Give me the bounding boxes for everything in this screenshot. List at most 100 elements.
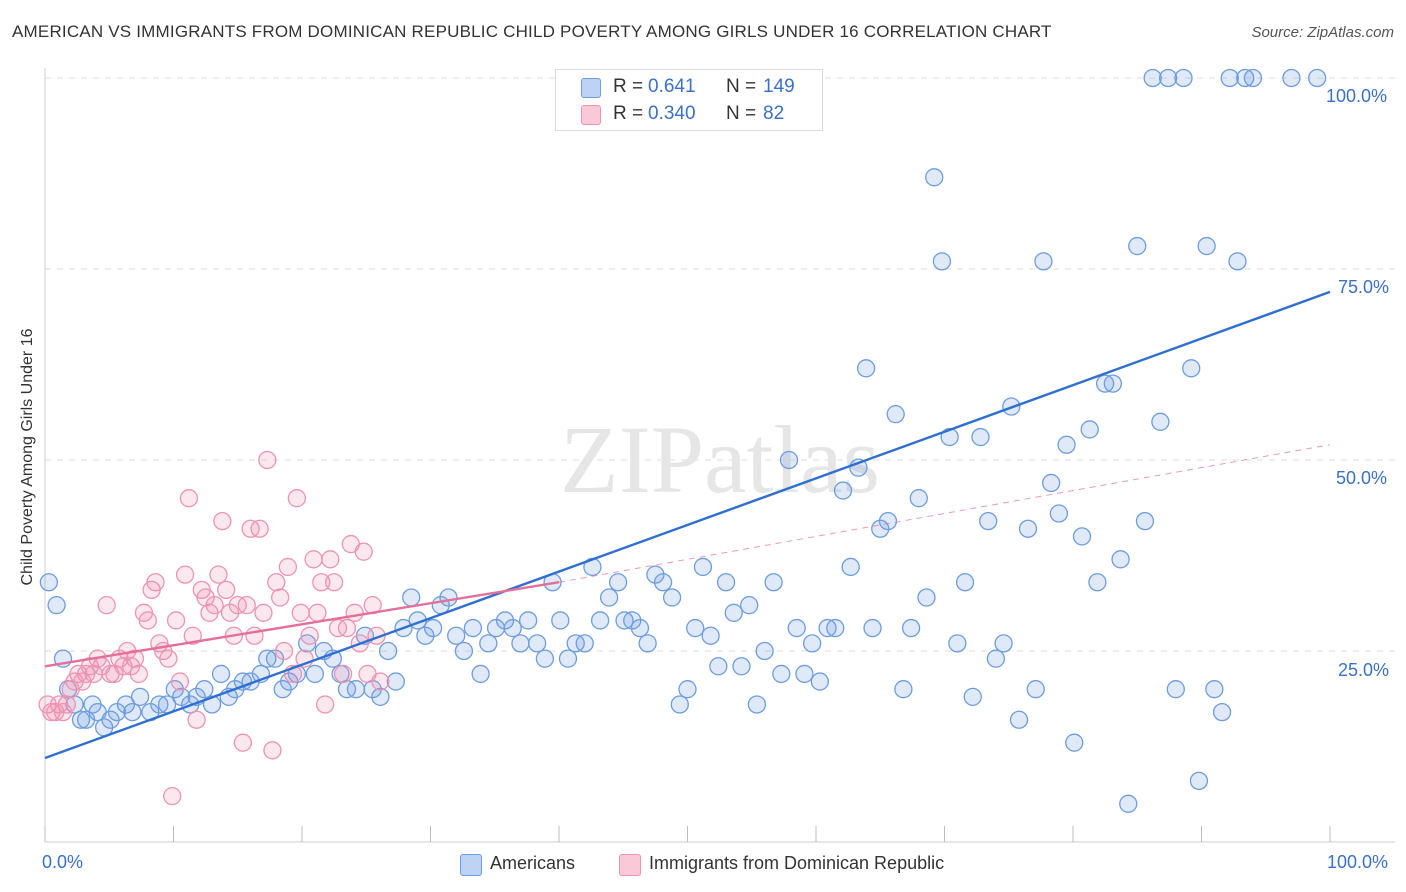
americans-point	[994, 634, 1013, 653]
americans-point	[1095, 374, 1115, 393]
americans-point	[1189, 771, 1209, 791]
americans-point	[747, 695, 767, 714]
americans-point	[653, 573, 673, 592]
chart-title: AMERICAN VS IMMIGRANTS FROM DOMINICAN RE…	[12, 22, 1052, 41]
americans-point	[623, 611, 642, 630]
americans-point	[615, 611, 634, 630]
y-axis-label: Child Poverty Among Girls Under 16	[19, 328, 36, 586]
americans-point	[732, 657, 751, 676]
americans-point	[1220, 68, 1239, 88]
n-label: N =	[726, 103, 757, 124]
americans-point	[787, 618, 806, 638]
americans-point	[802, 634, 822, 653]
americans-point	[1119, 794, 1138, 813]
americans-point	[886, 405, 905, 424]
americans-point	[701, 626, 720, 645]
americans-point	[1205, 680, 1224, 699]
americans-point	[894, 680, 913, 699]
y-tick-label: 100.0%	[1326, 86, 1388, 106]
americans-point	[1111, 550, 1130, 569]
americans-point	[932, 252, 952, 271]
americans-point	[1174, 68, 1193, 88]
dominican-point	[175, 565, 195, 584]
americans-point	[963, 687, 982, 706]
dominican-point	[287, 489, 307, 508]
dominican-points	[38, 450, 390, 806]
americans-point	[575, 634, 594, 653]
americans-point	[130, 687, 150, 706]
americans-point	[1128, 236, 1147, 256]
americans-point	[724, 603, 743, 622]
dominican-point	[271, 588, 290, 607]
americans-point	[810, 672, 830, 691]
dominican-point	[321, 550, 340, 569]
americans-point	[878, 511, 898, 531]
americans-point	[599, 588, 619, 607]
americans-point	[709, 657, 728, 676]
dominican-point	[146, 573, 165, 592]
dominican-point	[250, 519, 269, 538]
americans-point	[917, 588, 936, 607]
americans-point	[662, 588, 682, 607]
americans-point	[1057, 435, 1076, 454]
americans-point	[47, 596, 66, 615]
americans-point	[346, 680, 366, 699]
americans-point	[678, 680, 697, 699]
americans-point	[646, 565, 665, 584]
dominican-point	[205, 596, 224, 615]
trend-lines	[44, 290, 1331, 760]
americans-point	[1158, 68, 1178, 88]
dominican-point	[209, 565, 228, 584]
dominican-point	[179, 489, 199, 508]
americans-point	[979, 511, 998, 531]
americans-point	[764, 573, 783, 592]
r-label: R =	[613, 103, 644, 124]
americans-point	[693, 557, 713, 577]
americans-point	[447, 626, 466, 645]
dominican-point	[245, 626, 264, 645]
dominican-point	[254, 603, 273, 622]
americans-point	[795, 664, 814, 684]
americans-point	[123, 702, 142, 722]
americans-point	[638, 634, 657, 653]
dominican-point	[166, 611, 186, 630]
americans-point	[1026, 680, 1045, 699]
americans-point	[535, 649, 555, 668]
legend-item-dominican[interactable]: Immigrants from Dominican Republic	[619, 852, 999, 876]
americans-point	[71, 710, 91, 729]
americans-point	[1182, 359, 1201, 378]
dominican-point	[337, 618, 357, 638]
r-value: 0.641	[648, 76, 696, 97]
americans-point	[608, 573, 628, 592]
americans-point	[1151, 412, 1170, 431]
americans-point	[986, 649, 1006, 668]
americans-point	[948, 634, 967, 653]
dominican-swatch	[581, 105, 601, 125]
dominican-point	[170, 672, 190, 691]
americans-point	[755, 641, 774, 661]
americans-point	[1049, 504, 1069, 523]
dominican-point	[213, 511, 232, 531]
americans-point	[1197, 236, 1216, 256]
dominican-point	[237, 596, 256, 615]
americans-point	[1135, 511, 1155, 531]
correlation-legend: R = 0.641 N = 149 R = 0.340 N = 82	[555, 69, 823, 131]
americans-point	[202, 695, 222, 714]
americans-point	[1042, 473, 1061, 493]
americans-point	[670, 695, 689, 714]
americans-point	[416, 626, 435, 645]
dominican-trend-extension	[558, 444, 1331, 583]
n-value: 149	[763, 76, 795, 97]
americans-point	[901, 618, 921, 638]
americans-point	[495, 611, 515, 630]
legend-item-americans[interactable]: Americans	[460, 852, 600, 876]
x-tick-label: 0.0%	[42, 852, 84, 872]
americans-point	[439, 588, 458, 607]
r-value: 0.340	[648, 103, 696, 124]
dominican-point	[263, 741, 282, 760]
dominican-point	[125, 649, 145, 668]
dominican-point	[129, 664, 148, 684]
americans-point	[779, 450, 799, 470]
dominican-point	[308, 603, 327, 622]
